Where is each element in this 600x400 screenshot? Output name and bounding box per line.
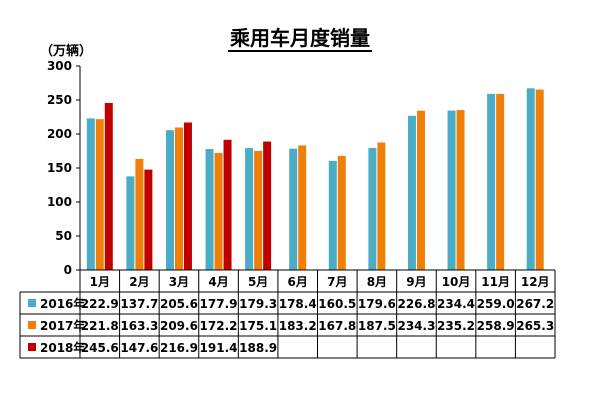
data-label: 221.8	[81, 319, 119, 333]
bar-2018年-1月	[104, 102, 113, 270]
x-tick-label: 3月	[169, 275, 189, 289]
y-tick-label: 150	[47, 161, 72, 175]
y-tick-label: 0	[64, 263, 72, 277]
x-tick-label: 10月	[442, 275, 471, 289]
y-tick-label: 100	[47, 195, 72, 209]
bar-2016年-2月	[126, 176, 135, 270]
y-tick-label: 300	[47, 59, 72, 73]
bar-2017年-12月	[535, 89, 544, 270]
legend-swatch-2016年	[28, 299, 36, 307]
legend-swatch-2018年	[28, 343, 36, 351]
bar-2016年-5月	[245, 148, 254, 270]
bar-2016年-1月	[86, 118, 95, 270]
bar-2017年-2月	[135, 158, 144, 270]
legend-swatch-2017年	[28, 321, 36, 329]
x-tick-label: 1月	[90, 275, 110, 289]
data-label: 187.5	[358, 319, 396, 333]
x-tick-label: 12月	[521, 275, 550, 289]
legend-label: 2018年	[40, 340, 85, 355]
bar-2016年-9月	[407, 115, 416, 270]
legend-label: 2017年	[40, 318, 85, 333]
data-label: 265.3	[516, 319, 554, 333]
legend-label: 2016年	[40, 296, 85, 311]
bar-2018年-4月	[223, 139, 232, 270]
bar-2018年-3月	[183, 122, 192, 271]
data-label: 258.9	[477, 319, 515, 333]
y-tick-label: 50	[55, 229, 72, 243]
bars-group	[86, 88, 544, 271]
data-label: 179.6	[358, 297, 396, 311]
bar-2016年-4月	[205, 149, 214, 270]
bar-2017年-1月	[95, 119, 104, 271]
x-tick-label: 2月	[129, 275, 149, 289]
data-label: 226.8	[397, 297, 435, 311]
data-label: 137.7	[120, 297, 158, 311]
bar-2016年-11月	[487, 93, 496, 270]
chart-title: 乘用车月度销量	[228, 26, 372, 52]
data-label: 267.2	[516, 297, 554, 311]
y-tick-label: 200	[47, 127, 72, 141]
x-tick-label: 4月	[208, 275, 228, 289]
data-label: 183.2	[279, 319, 317, 333]
y-axis: 0 50 100 150 200 250 300	[47, 59, 81, 277]
data-label: 179.3	[239, 297, 277, 311]
x-tick-label: 8月	[367, 275, 387, 289]
x-tick-label: 6月	[288, 275, 308, 289]
data-label: 160.5	[318, 297, 356, 311]
x-tick-label: 11月	[481, 275, 510, 289]
bar-2017年-6月	[298, 145, 307, 270]
bar-2018年-5月	[263, 141, 272, 270]
x-tick-label: 5月	[248, 275, 268, 289]
bar-2017年-5月	[254, 150, 263, 270]
bar-2017年-4月	[214, 152, 223, 270]
bar-2016年-8月	[368, 147, 377, 270]
data-label: 177.9	[200, 297, 238, 311]
data-label: 205.6	[160, 297, 198, 311]
data-label: 188.9	[239, 341, 277, 355]
bar-2016年-12月	[526, 88, 535, 270]
bar-2017年-8月	[377, 142, 386, 270]
data-label: 234.4	[437, 297, 475, 311]
bar-2017年-7月	[337, 155, 346, 270]
data-label: 216.9	[160, 341, 198, 355]
bar-2017年-11月	[496, 93, 505, 270]
x-tick-label: 7月	[327, 275, 347, 289]
bar-2016年-7月	[328, 160, 337, 270]
data-label: 234.3	[397, 319, 435, 333]
bar-2016年-6月	[289, 148, 298, 270]
data-label: 222.9	[81, 297, 119, 311]
y-tick-label: 250	[47, 93, 72, 107]
bar-2018年-2月	[144, 169, 153, 270]
x-tick-label: 9月	[406, 275, 426, 289]
data-label: 172.2	[200, 319, 238, 333]
data-label: 209.6	[160, 319, 198, 333]
data-label: 167.8	[318, 319, 356, 333]
data-label: 235.2	[437, 319, 475, 333]
bar-2017年-3月	[174, 127, 183, 270]
bar-2017年-10月	[456, 110, 465, 271]
bar-2016年-3月	[165, 130, 174, 270]
data-label: 147.6	[120, 341, 158, 355]
data-label: 191.4	[200, 341, 238, 355]
bar-2017年-9月	[416, 110, 425, 271]
y-axis-unit-label: （万辆）	[40, 44, 93, 59]
data-label: 259.0	[477, 297, 515, 311]
data-label: 178.4	[279, 297, 317, 311]
data-label: 163.3	[120, 319, 158, 333]
data-label: 175.1	[239, 319, 277, 333]
data-label: 245.6	[81, 341, 119, 355]
bar-2016年-10月	[447, 110, 456, 270]
